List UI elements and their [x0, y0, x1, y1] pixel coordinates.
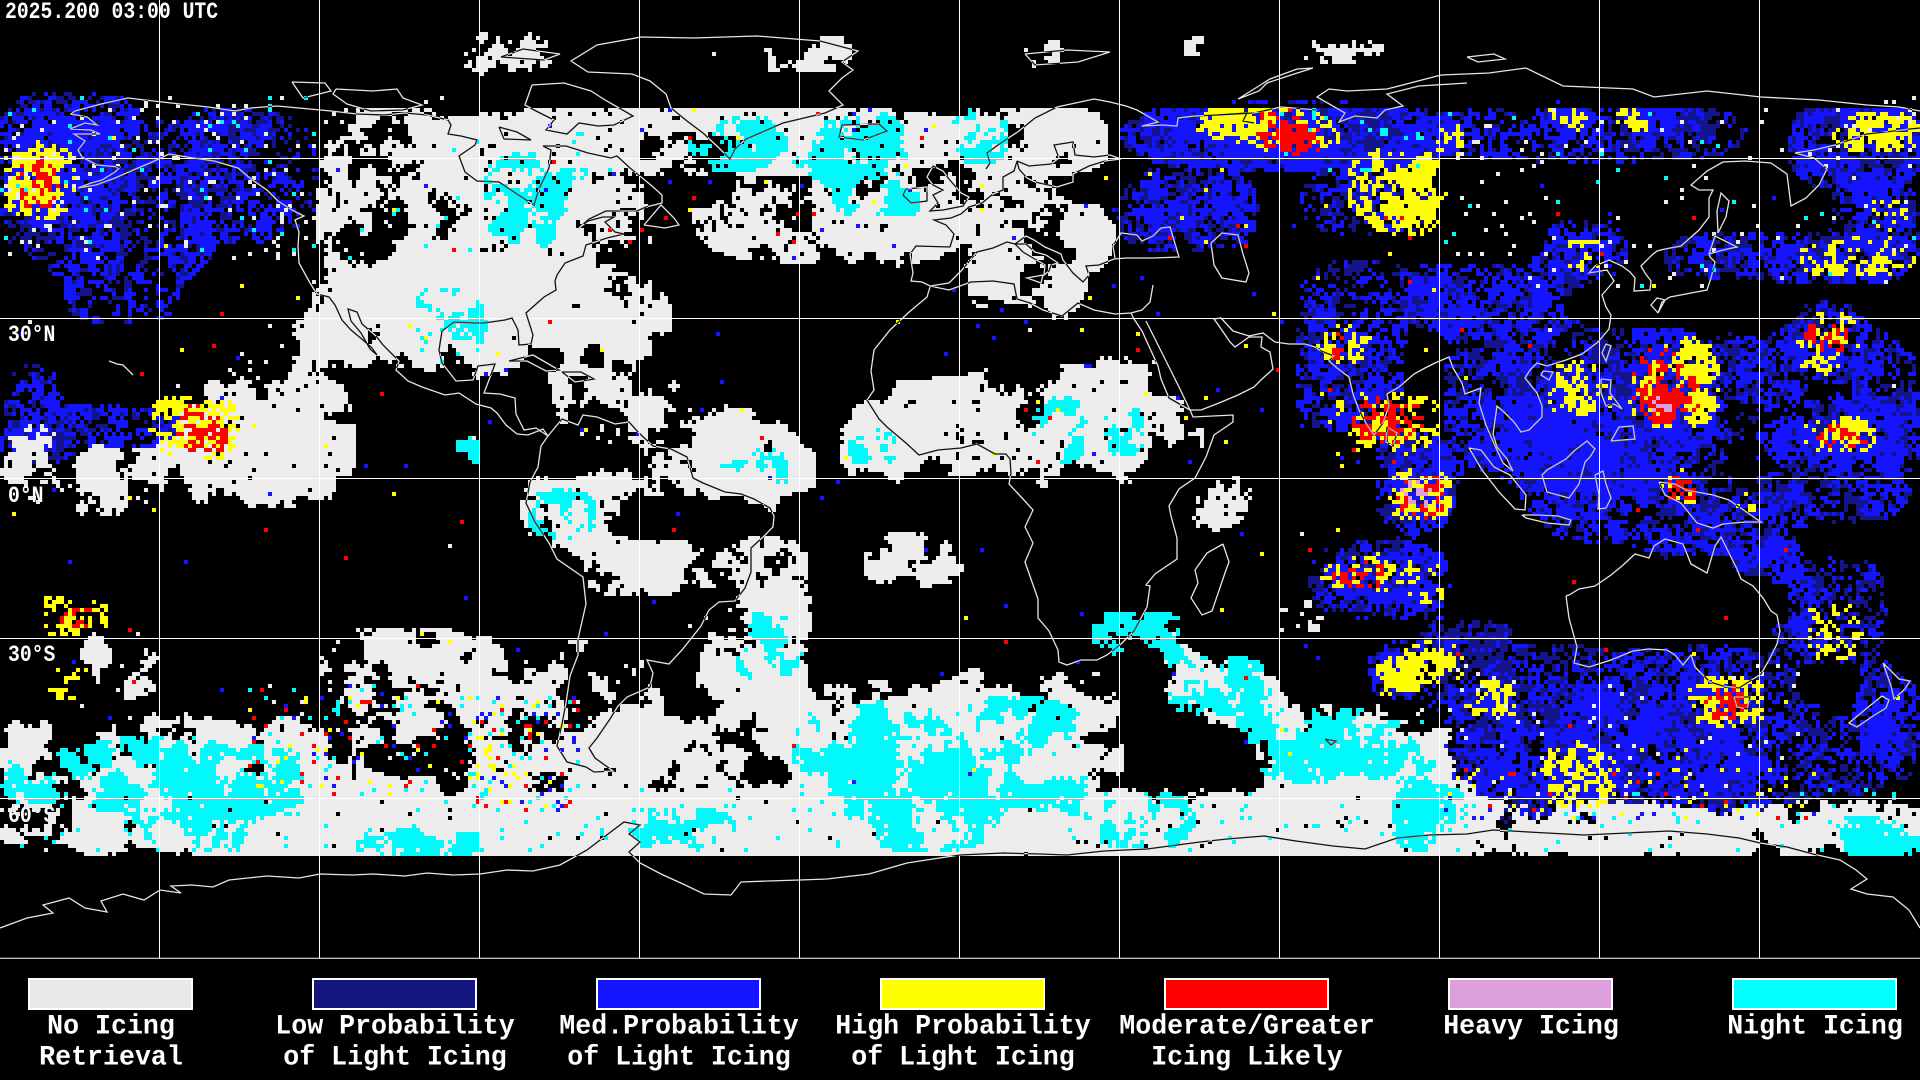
svg-text:0°N: 0°N [8, 483, 44, 510]
svg-text:30°S: 30°S [8, 642, 55, 669]
svg-text:2025.200 03:00 UTC: 2025.200 03:00 UTC [5, 0, 218, 26]
svg-text:30°N: 30°N [8, 322, 55, 349]
